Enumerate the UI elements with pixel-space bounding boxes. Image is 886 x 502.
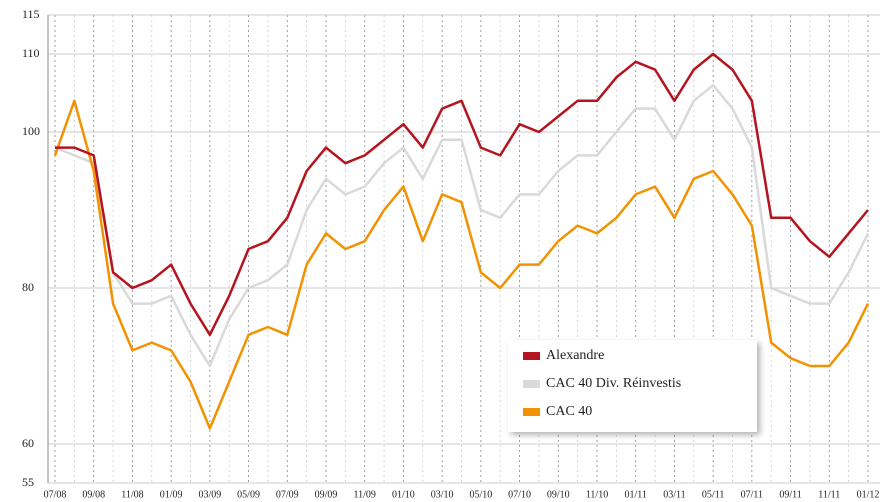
x-tick-label: 09/10 bbox=[547, 489, 570, 500]
y-tick-label: 80 bbox=[22, 280, 34, 294]
x-tick-label: 01/12 bbox=[857, 489, 880, 500]
x-tick-label: 05/11 bbox=[702, 489, 724, 500]
x-tick-label: 01/11 bbox=[625, 489, 647, 500]
x-tick-label: 09/11 bbox=[779, 489, 801, 500]
series-line bbox=[55, 52, 869, 337]
legend-label: CAC 40 Div. Réinvestis bbox=[546, 376, 681, 391]
x-tick-label: 07/08 bbox=[44, 489, 67, 500]
y-tick-label: 110 bbox=[22, 46, 40, 60]
x-tick-label: 07/10 bbox=[508, 489, 531, 500]
x-tick-label: 07/09 bbox=[276, 489, 299, 500]
x-tick-label: 11/10 bbox=[586, 489, 608, 500]
legend-swatch bbox=[523, 352, 540, 360]
legend-label: CAC 40 bbox=[546, 404, 592, 419]
y-tick-label: 115 bbox=[22, 7, 40, 21]
y-tick-label: 55 bbox=[22, 475, 34, 489]
series-line bbox=[53, 99, 870, 430]
x-tick-label: 11/09 bbox=[354, 489, 376, 500]
x-tick-label: 03/11 bbox=[663, 489, 685, 500]
legend-swatch bbox=[523, 380, 540, 388]
x-tick-label: 09/09 bbox=[315, 489, 338, 500]
x-tick-label: 03/10 bbox=[431, 489, 454, 500]
x-tick-label: 09/08 bbox=[82, 489, 105, 500]
x-tick-label: 05/10 bbox=[469, 489, 492, 500]
x-tick-label: 03/09 bbox=[198, 489, 221, 500]
x-tick-label: 11/08 bbox=[121, 489, 143, 500]
legend-box bbox=[508, 340, 757, 432]
legend: Alexandre CAC 40 Div. Réinvestis CAC 40 bbox=[508, 340, 757, 432]
x-tick-label: 11/11 bbox=[818, 489, 840, 500]
y-tick-label: 100 bbox=[22, 124, 40, 138]
x-tick-label: 01/09 bbox=[160, 489, 183, 500]
legend-label: Alexandre bbox=[546, 348, 604, 363]
series-line bbox=[54, 83, 870, 368]
x-tick-label: 05/09 bbox=[237, 489, 260, 500]
y-tick-label: 60 bbox=[22, 436, 34, 450]
x-tick-label: 07/11 bbox=[741, 489, 763, 500]
legend-swatch bbox=[523, 408, 540, 416]
x-tick-label: 01/10 bbox=[392, 489, 415, 500]
